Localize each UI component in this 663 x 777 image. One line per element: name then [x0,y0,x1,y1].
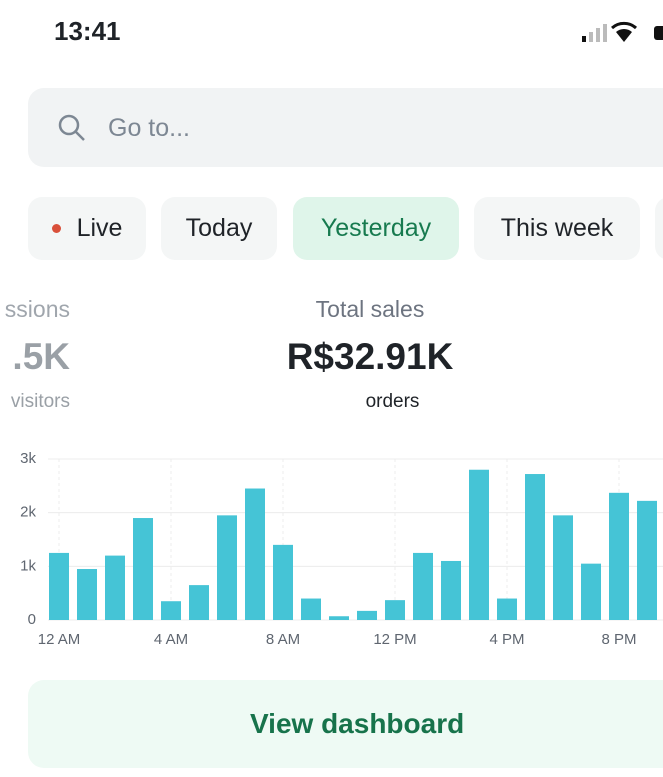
bar [217,515,237,620]
search-placeholder: Go to... [108,114,190,142]
bar [329,616,349,620]
x-tick-label: 8 PM [601,631,636,648]
search-bar[interactable]: Go to... [28,88,663,167]
bar [301,598,321,620]
bar [161,601,181,620]
bar [357,610,377,620]
bar [637,500,657,620]
bar [413,552,433,620]
stat-title: Total sales [315,296,425,322]
bar [553,515,573,620]
x-tick-label: 12 PM [373,631,416,648]
bar [441,560,461,620]
bar [581,563,601,620]
bar [133,518,153,620]
status-icons [582,21,663,42]
bar [105,555,125,620]
chip[interactable] [655,197,663,260]
chip[interactable]: Live [28,197,146,260]
x-tick-label: 12 AM [38,631,81,648]
chip-label: Live [76,214,123,242]
chip-label: Today [185,214,253,242]
y-tick-label: 0 [28,611,36,628]
live-dot [51,224,61,233]
view-dashboard-button[interactable]: View dashboard [28,680,663,768]
status-time: 13:41 [54,16,121,46]
bar [273,544,293,620]
y-tick-label: 3k [20,450,36,467]
stat-title: ssions [4,296,70,322]
bar [385,600,405,620]
bar [49,552,69,620]
stat-value: R$32.91K [286,336,454,377]
search-icon [58,114,85,141]
bar [189,585,209,620]
x-tick-label: 8 AM [266,631,300,648]
bar [497,598,517,620]
chip[interactable]: Today [161,197,277,260]
y-tick-label: 2k [20,504,36,521]
y-tick-label: 1k [20,557,36,574]
x-tick-label: 4 AM [154,631,188,648]
stat-caption: orders [365,391,420,412]
button-label: View dashboard [250,708,465,739]
chip[interactable]: Yesterday [293,197,459,260]
bar [245,488,265,620]
x-tick-label: 4 PM [489,631,524,648]
chip-label: Yesterday [320,214,432,242]
bar-chart: 0 1k 2k 3k 12 AM 4 AM 8 AM 12 PM 4 PM 8 PM [20,450,663,648]
bar [525,474,545,620]
bar [469,469,489,620]
chip-label: This week [500,214,614,242]
bar [609,492,629,620]
bar [77,569,97,620]
chip[interactable]: This week [474,197,640,260]
stat-value: .5K [12,336,70,377]
stat-caption: visitors [10,391,70,412]
